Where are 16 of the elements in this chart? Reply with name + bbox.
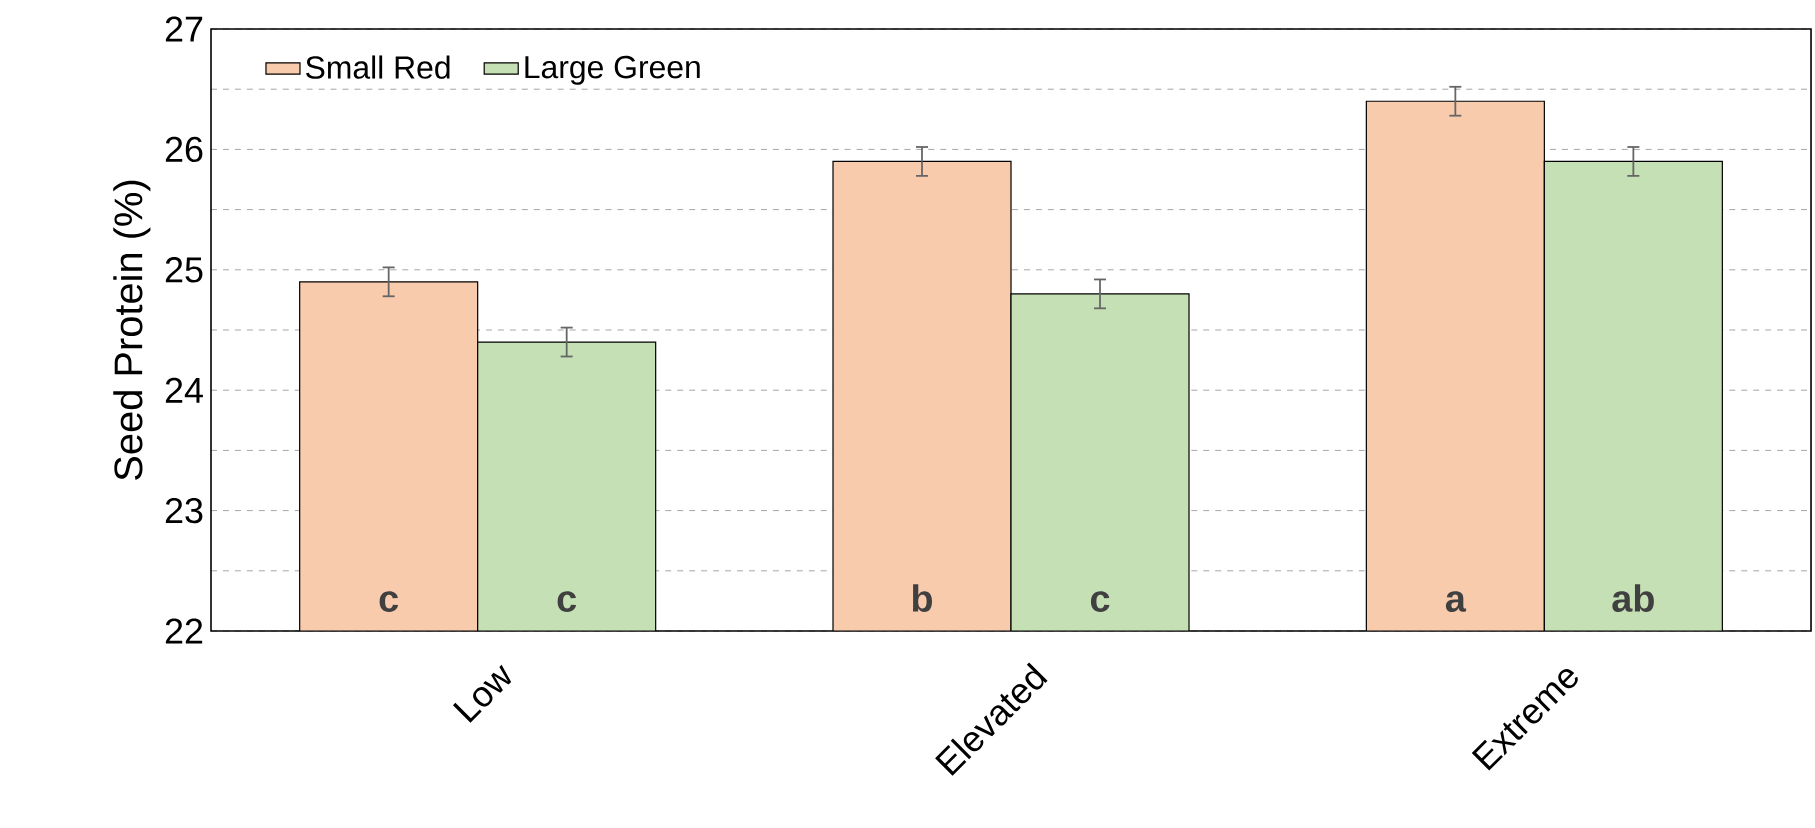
data-label: c xyxy=(557,591,577,612)
x-tick-label: Low xyxy=(452,664,512,723)
y-tick-label: 23 xyxy=(165,497,203,524)
y-tick-label: 25 xyxy=(165,257,203,283)
y-axis-title: Seed Protein (%) xyxy=(113,180,151,480)
data-label: c xyxy=(1090,591,1110,612)
data-label: a xyxy=(1445,591,1467,612)
y-tick-label: 26 xyxy=(165,136,203,163)
y-tick-label: 22 xyxy=(165,618,203,644)
data-label: b xyxy=(912,584,933,612)
legend-label: Small Red xyxy=(306,55,450,79)
legend-label: Large Green xyxy=(525,55,700,85)
data-label: c xyxy=(379,591,399,612)
y-tick-label: 27 xyxy=(165,16,203,42)
data-label: ab xyxy=(1612,584,1654,612)
y-tick-label: 24 xyxy=(165,377,203,403)
